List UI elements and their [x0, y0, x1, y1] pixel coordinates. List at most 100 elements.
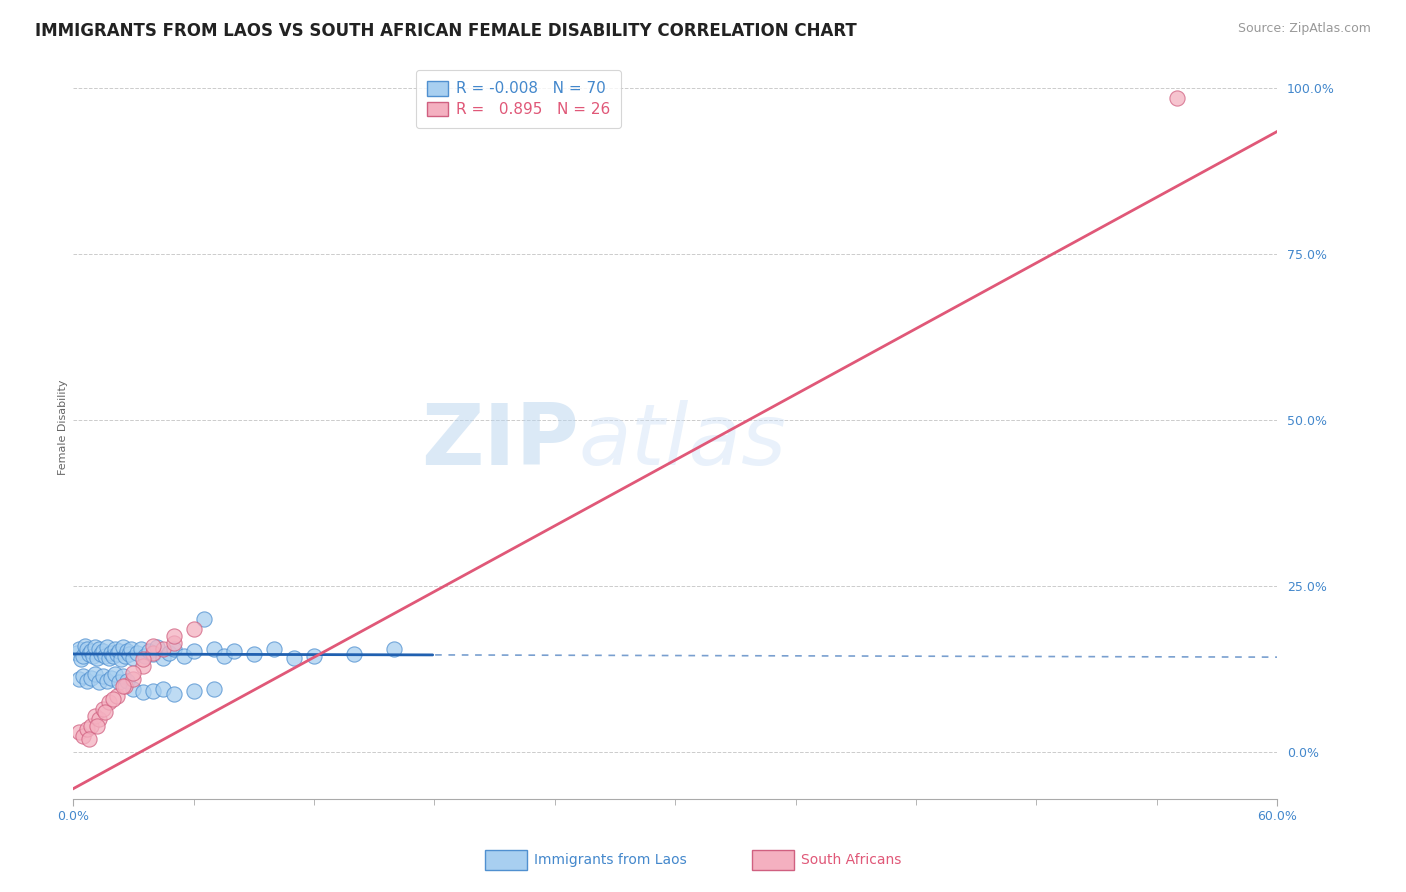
Point: [89, 712, 111, 726]
Point: [91, 669, 114, 683]
Point: [104, 642, 127, 657]
Point: [142, 639, 165, 653]
Point: [162, 642, 184, 657]
Point: [134, 648, 156, 663]
Point: [91, 702, 114, 716]
Point: [159, 646, 181, 660]
Point: [75, 639, 97, 653]
Point: [142, 646, 165, 660]
Point: [84, 708, 107, 723]
Text: ZIP: ZIP: [422, 401, 579, 483]
Point: [84, 640, 107, 655]
Point: [98, 695, 121, 709]
Point: [89, 675, 111, 690]
Point: [122, 672, 145, 686]
Point: [1166, 91, 1188, 105]
Point: [114, 648, 136, 663]
Text: South Africans: South Africans: [801, 853, 901, 867]
Legend: R = -0.008   N = 70, R =   0.895   N = 26: R = -0.008 N = 70, R = 0.895 N = 26: [416, 70, 621, 128]
Point: [80, 644, 103, 658]
Point: [173, 648, 195, 663]
Point: [77, 731, 100, 746]
Point: [132, 659, 155, 673]
Point: [202, 682, 225, 697]
Point: [94, 706, 117, 720]
Point: [162, 635, 184, 649]
Point: [131, 642, 153, 657]
Point: [86, 651, 108, 665]
Point: [382, 642, 405, 657]
Point: [343, 647, 366, 661]
Point: [202, 642, 225, 657]
Point: [222, 644, 245, 658]
Point: [91, 644, 114, 658]
Point: [138, 644, 160, 658]
Point: [118, 647, 141, 661]
Point: [80, 719, 103, 733]
Point: [72, 648, 94, 663]
Point: [112, 679, 135, 693]
Point: [67, 672, 90, 686]
Text: Source: ZipAtlas.com: Source: ZipAtlas.com: [1237, 22, 1371, 36]
Point: [103, 692, 125, 706]
Point: [104, 666, 127, 681]
Point: [86, 719, 108, 733]
Point: [105, 689, 128, 703]
Point: [162, 629, 184, 643]
Point: [142, 647, 165, 661]
Point: [96, 673, 118, 688]
Point: [152, 682, 174, 697]
Point: [117, 673, 139, 688]
Point: [82, 648, 104, 663]
Point: [76, 722, 98, 736]
Point: [183, 623, 205, 637]
Point: [142, 684, 165, 698]
Point: [112, 669, 135, 683]
Point: [80, 671, 103, 685]
Point: [132, 652, 155, 666]
Point: [122, 682, 145, 697]
Point: [193, 612, 215, 626]
Point: [183, 644, 205, 658]
Point: [76, 673, 98, 688]
Point: [152, 651, 174, 665]
Point: [132, 685, 155, 699]
Point: [76, 642, 98, 657]
Point: [146, 640, 169, 655]
Point: [67, 725, 90, 739]
Point: [162, 687, 184, 701]
Point: [100, 646, 122, 660]
Point: [96, 640, 118, 655]
Point: [127, 646, 149, 660]
Point: [112, 640, 135, 655]
Point: [122, 665, 145, 680]
Point: [108, 675, 131, 690]
Point: [302, 648, 325, 663]
Point: [72, 729, 94, 743]
Point: [98, 651, 121, 665]
Point: [110, 652, 132, 666]
Point: [103, 648, 125, 663]
Point: [90, 647, 112, 661]
Point: [263, 642, 285, 657]
Point: [122, 651, 145, 665]
Point: [152, 642, 174, 657]
Point: [77, 647, 100, 661]
Point: [117, 644, 139, 658]
Point: [108, 644, 131, 658]
Point: [84, 666, 107, 681]
Y-axis label: Female Disability: Female Disability: [58, 379, 67, 475]
Point: [105, 647, 128, 661]
Point: [70, 652, 93, 666]
Point: [183, 684, 205, 698]
Point: [114, 679, 136, 693]
Text: atlas: atlas: [579, 401, 787, 483]
Text: Immigrants from Laos: Immigrants from Laos: [534, 853, 688, 867]
Point: [94, 648, 117, 663]
Point: [212, 648, 235, 663]
Point: [67, 642, 90, 657]
Point: [283, 651, 305, 665]
Point: [100, 671, 122, 685]
Point: [66, 646, 89, 660]
Point: [120, 642, 142, 657]
